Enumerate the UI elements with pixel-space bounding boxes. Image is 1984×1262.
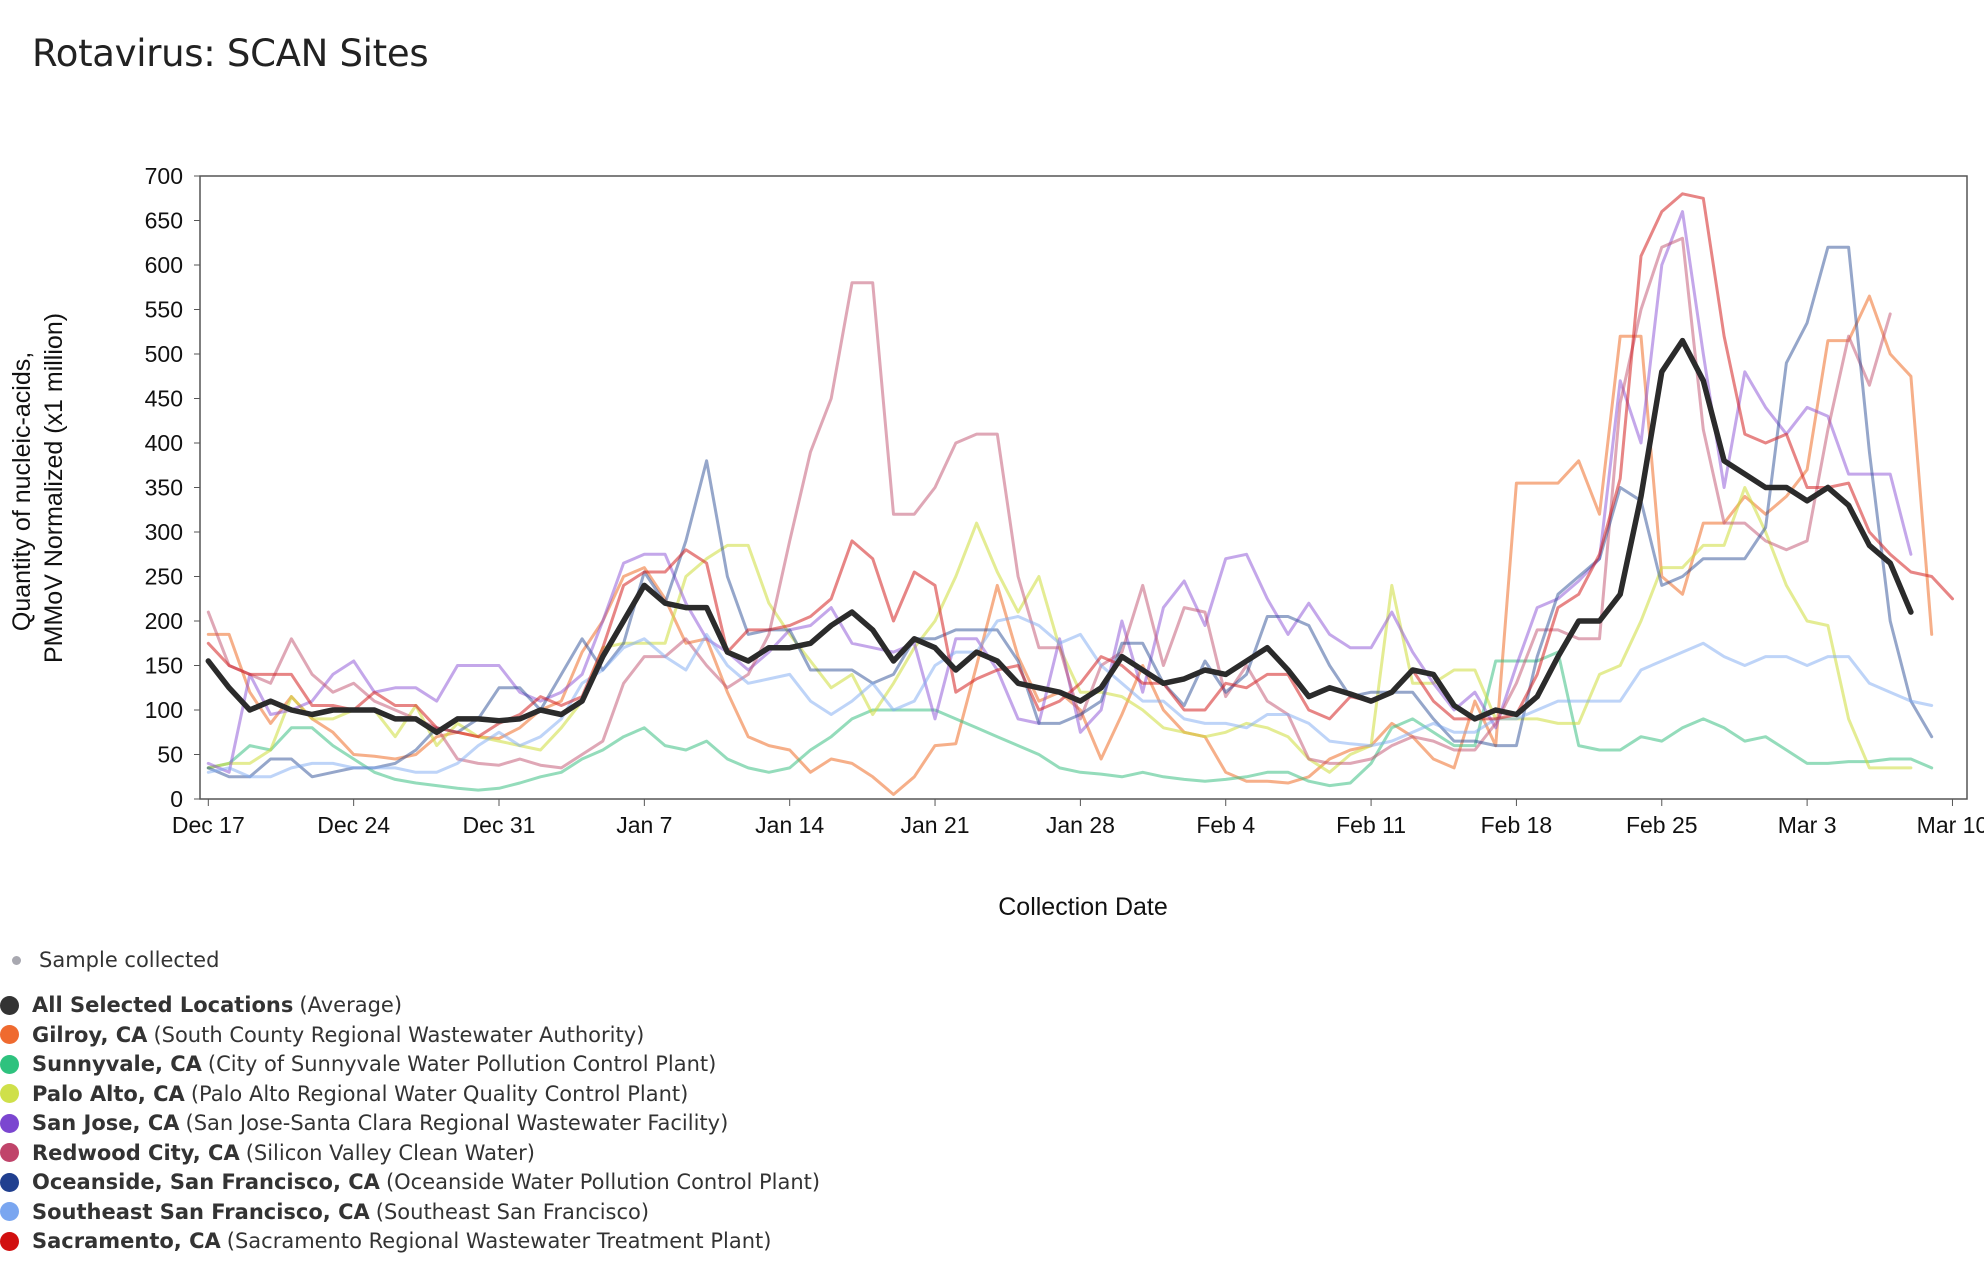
x-axis: Dec 17 Dec 24 Dec 31 Jan 7 Jan 14 Jan 21 Jan 2… bbox=[172, 799, 1984, 838]
legend-item-description: (Palo Alto Regional Water Quality Contro… bbox=[190, 1081, 689, 1106]
line-chart: 0 50 100 150 200 250 300 350 400 450 500 550 600 650 7… bbox=[8, 163, 1984, 921]
y-axis-title: Quantity of nucleic-acids, PMMoV Normali… bbox=[8, 313, 68, 663]
legend-item-description: (Sacramento Regional Wastewater Treatmen… bbox=[226, 1229, 772, 1253]
series-layer bbox=[205, 192, 1954, 796]
x-tick-label: Jan 21 bbox=[901, 812, 970, 838]
series-line-gilroy-ca bbox=[206, 294, 1934, 796]
page-title: Rotavirus: SCAN Sites bbox=[32, 32, 429, 75]
y-tick-label: 200 bbox=[145, 608, 183, 634]
y-tick-label: 700 bbox=[145, 163, 183, 189]
y-tick-label: 400 bbox=[145, 430, 183, 456]
x-tick-label: Dec 17 bbox=[172, 812, 245, 838]
legend-item[interactable]: Sacramento, CA (Sacramento Regional Waste… bbox=[0, 1229, 771, 1253]
legend-item-name: Gilroy, CA bbox=[32, 1022, 148, 1047]
x-tick-label: Dec 31 bbox=[463, 812, 536, 838]
y-tick-label: 250 bbox=[145, 564, 183, 590]
legend-item-name: Sunnyvale, CA bbox=[32, 1052, 202, 1076]
y-tick-label: 550 bbox=[145, 297, 183, 323]
legend-color-dot-icon bbox=[0, 1084, 19, 1103]
x-tick-label: Jan 14 bbox=[755, 812, 824, 838]
x-tick-label: Dec 24 bbox=[317, 812, 390, 838]
y-tick-label: 650 bbox=[145, 208, 183, 234]
legend-item-name: Sacramento, CA bbox=[32, 1229, 221, 1253]
y-tick-label: 50 bbox=[157, 742, 183, 768]
legend-item-description: (City of Sunnyvale Water Pollution Contr… bbox=[207, 1052, 717, 1076]
legend-item[interactable]: Oceanside, San Francisco, CA (Oceanside W… bbox=[0, 1170, 820, 1194]
legend-item-description: (San Jose-Santa Clara Regional Wastewate… bbox=[185, 1111, 729, 1135]
legend-color-dot-icon bbox=[0, 1172, 19, 1192]
legend-color-dot-icon bbox=[0, 1025, 19, 1044]
series-line-all-selected-locations bbox=[205, 337, 1914, 736]
series-line-sunnyvale-ca bbox=[206, 650, 1934, 792]
x-tick-label: Feb 11 bbox=[1336, 812, 1406, 838]
legend-item-description: (Silicon Valley Clean Water) bbox=[245, 1140, 535, 1165]
legend-item-description: (Oceanside Water Pollution Control Plant… bbox=[385, 1170, 821, 1194]
y-tick-label: 300 bbox=[145, 519, 183, 545]
y-tick-label: 350 bbox=[145, 475, 183, 501]
legend-item-name: Oceanside, San Francisco, CA bbox=[32, 1170, 380, 1194]
legend-item[interactable]: San Jose, CA (San Jose-Santa Clara Region… bbox=[0, 1111, 728, 1135]
x-tick-label: Mar 3 bbox=[1778, 812, 1837, 838]
legend-color-dot-icon bbox=[0, 1143, 19, 1162]
legend-item-name: San Jose, CA bbox=[32, 1111, 180, 1135]
legend-item-description: (South County Regional Wastewater Author… bbox=[153, 1022, 645, 1047]
legend-color-dot-icon bbox=[0, 995, 19, 1015]
legend-item[interactable]: Redwood City, CA (Silicon Valley Clean Wa… bbox=[0, 1141, 535, 1165]
y-axis-title-line-1: Quantity of nucleic-acids, bbox=[8, 352, 36, 631]
legend-item-description: (Southeast San Francisco) bbox=[375, 1199, 650, 1224]
plot-frame bbox=[199, 175, 1968, 800]
y-tick-label: 500 bbox=[145, 341, 183, 367]
sample-dot-icon bbox=[12, 955, 21, 965]
legend-color-dot-icon bbox=[0, 1202, 19, 1221]
y-tick-label: 0 bbox=[170, 786, 183, 812]
legend-item-name: Southeast San Francisco, CA bbox=[32, 1199, 370, 1224]
legend-item[interactable]: Palo Alto, CA (Palo Alto Regional Water Q… bbox=[0, 1082, 688, 1106]
x-tick-label: Jan 7 bbox=[616, 812, 672, 838]
x-tick-label: Feb 4 bbox=[1196, 812, 1255, 838]
x-tick-label: Feb 18 bbox=[1481, 812, 1553, 838]
y-tick-label: 150 bbox=[145, 653, 183, 679]
y-tick-label: 100 bbox=[145, 697, 183, 723]
legend-color-dot-icon bbox=[0, 1231, 19, 1251]
legend-item-description: (Average) bbox=[299, 993, 403, 1017]
legend-item-name: Redwood City, CA bbox=[32, 1140, 240, 1165]
y-axis: 0 50 100 150 200 250 300 350 400 450 500 550 600 650 7… bbox=[145, 163, 200, 812]
legend-sample-label: Sample collected bbox=[39, 948, 220, 972]
y-tick-label: 450 bbox=[145, 386, 183, 412]
legend-item-name: All Selected Locations bbox=[32, 993, 294, 1017]
legend-item[interactable]: Gilroy, CA (South County Regional Wastewa… bbox=[0, 1023, 644, 1047]
legend-item[interactable]: Southeast San Francisco, CA (Southeast Sa… bbox=[0, 1200, 649, 1224]
legend-sample-collected[interactable]: Sample collected bbox=[12, 948, 219, 972]
legend-item[interactable]: All Selected Locations (Average) bbox=[0, 993, 402, 1017]
y-tick-label: 600 bbox=[145, 252, 183, 278]
x-tick-label: Mar 10 bbox=[1917, 812, 1984, 838]
x-tick-label: Jan 28 bbox=[1046, 812, 1115, 838]
y-axis-title-line-2: PMMoV Normalized (x1 million) bbox=[40, 313, 68, 663]
series-line-southeast-san-francisco-ca bbox=[206, 615, 1934, 779]
x-tick-label: Feb 25 bbox=[1626, 812, 1698, 838]
legend-item-name: Palo Alto, CA bbox=[32, 1081, 185, 1106]
x-axis-title: Collection Date bbox=[998, 893, 1168, 921]
legend-color-dot-icon bbox=[0, 1113, 19, 1133]
legend-color-dot-icon bbox=[0, 1054, 19, 1074]
legend-item[interactable]: Sunnyvale, CA (City of Sunnyvale Water Po… bbox=[0, 1052, 716, 1076]
series-line-oceanside-san-francisco-ca bbox=[206, 245, 1934, 779]
